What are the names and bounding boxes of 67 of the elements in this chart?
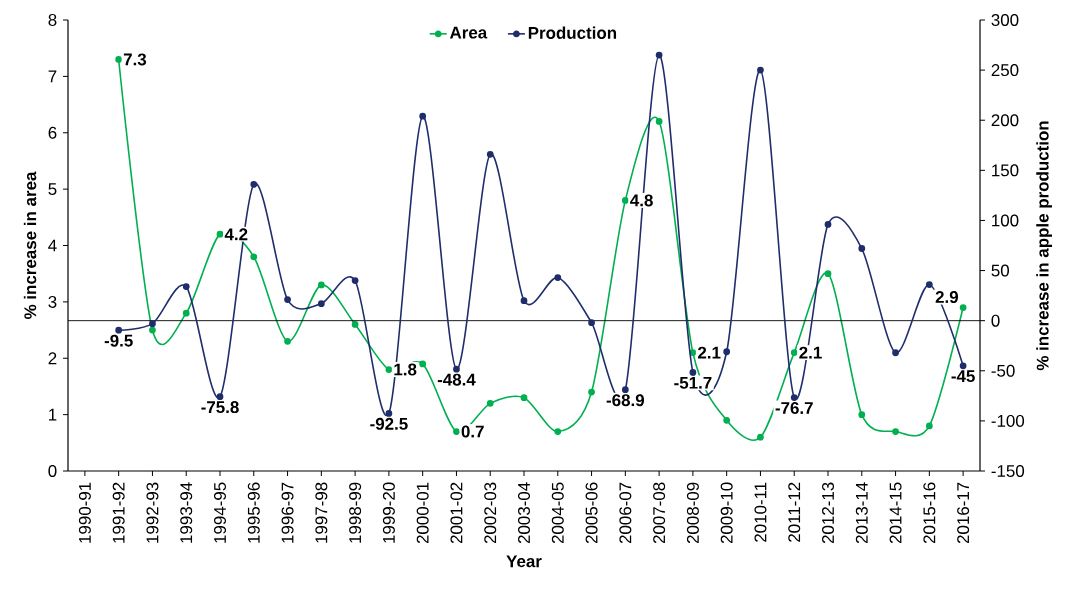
y2-tick-label: 100	[992, 214, 1019, 227]
x-tick-label: 1993-94	[180, 482, 193, 543]
y2-tick-label: 50	[991, 264, 1010, 277]
y2-tick-label: -50	[991, 364, 1015, 377]
x-tick-label: 1999-20	[382, 482, 395, 543]
y-tick-label: 2	[48, 352, 57, 365]
x-tick-label: 2009-10	[720, 482, 733, 544]
x-tick-label: 2016-17	[957, 482, 970, 544]
x-tick-label: 2012-13	[822, 482, 835, 544]
data-label: -75.8	[201, 401, 239, 414]
y2-tick-label: 300	[991, 14, 1019, 26]
data-label: 0.7	[461, 425, 484, 438]
y-tick-label: 3	[48, 295, 57, 308]
y-tick-label: 7	[48, 70, 57, 83]
data-label: -51.7	[674, 376, 712, 389]
y-tick-label: 0	[48, 465, 57, 477]
data-label: -68.9	[606, 394, 645, 407]
x-tick-label: 2015-16	[923, 482, 936, 544]
y-tick-label: 8	[48, 14, 57, 26]
data-label: -48.4	[437, 373, 476, 386]
x-tick-label: 2002-03	[484, 482, 497, 544]
y2-tick-label: -100	[991, 414, 1025, 427]
y2-tick-label: 150	[992, 164, 1019, 177]
y2-axis-title: % increase in apple production	[1036, 121, 1053, 371]
data-label: -45	[951, 370, 975, 383]
x-tick-label: 1995-96	[247, 482, 260, 543]
data-label: 1.8	[394, 363, 417, 376]
x-tick-label: 2008-09	[686, 482, 699, 544]
x-tick-label: 1994-95	[214, 482, 226, 543]
y2-tick-label: 250	[991, 64, 1019, 77]
y-tick-label: 1	[49, 408, 57, 421]
x-tick-label: 1992-93	[146, 482, 159, 543]
x-tick-label: 2013-14	[855, 482, 868, 544]
legend-label: Production	[528, 26, 617, 39]
x-tick-label: 2010-11	[754, 482, 767, 542]
data-label: -9.5	[104, 334, 133, 347]
x-tick-label: 2004-05	[551, 482, 564, 544]
x-tick-label: 2003-04	[518, 482, 531, 544]
y2-tick-label: 0	[991, 314, 1000, 327]
data-label: -92.5	[370, 417, 408, 430]
x-tick-label: 2005-06	[585, 482, 598, 544]
y-axis-title: % increase in area	[23, 171, 37, 319]
data-label: 4.8	[630, 194, 653, 207]
y2-tick-label: -150	[991, 465, 1025, 477]
data-label: 7.3	[123, 53, 147, 66]
x-tick-label: 1998-99	[349, 482, 362, 543]
y-tick-label: 4	[48, 239, 57, 252]
y2-tick-label: 200	[991, 114, 1019, 127]
y-tick-label: 5	[48, 183, 57, 196]
x-tick-label: 2000-01	[416, 482, 429, 544]
x-tick-label: 1996-97	[281, 482, 294, 543]
x-tick-label: 2006-07	[619, 482, 632, 544]
data-label: -76.7	[775, 402, 813, 415]
y-tick-label: 6	[48, 126, 57, 139]
data-label: 4.2	[224, 228, 248, 241]
data-label: 2.1	[799, 346, 822, 359]
x-tick-label: 1990-91	[78, 482, 91, 543]
x-axis-title: Year	[506, 555, 542, 568]
x-tick-label: 1997-98	[315, 482, 328, 543]
data-label: 2.9	[935, 291, 959, 304]
x-tick-label: 1991-92	[112, 482, 125, 543]
x-tick-label: 2014-15	[889, 482, 902, 544]
legend-label: Area	[449, 26, 488, 39]
x-tick-label: 2001-02	[450, 482, 463, 544]
x-tick-label: 2007-08	[653, 482, 666, 544]
data-label: 2.1	[697, 346, 721, 359]
x-tick-label: 2011-12	[788, 482, 801, 542]
